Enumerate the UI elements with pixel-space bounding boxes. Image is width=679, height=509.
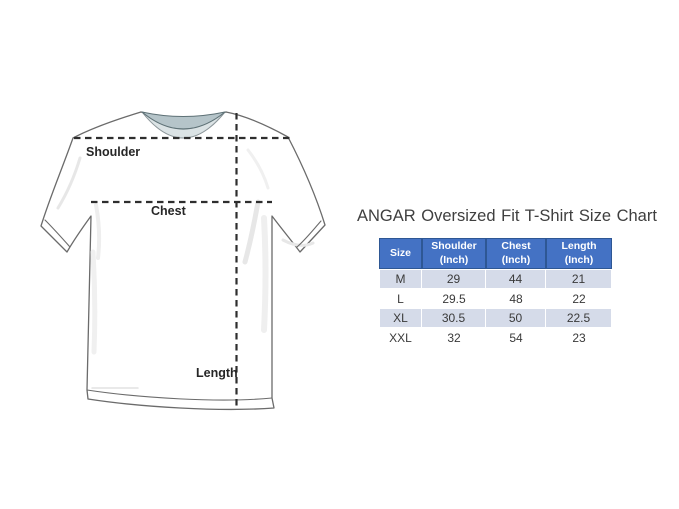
cell-shoulder: 29.5 — [422, 288, 486, 309]
cell-chest: 50 — [486, 308, 546, 329]
cell-shoulder: 29 — [422, 269, 486, 289]
tshirt-outline — [40, 111, 326, 411]
size-chart-table: Size Shoulder (Inch) Chest (Inch) Length… — [379, 238, 612, 348]
crease-right-shoulder — [246, 148, 270, 190]
cell-chest: 44 — [486, 269, 546, 289]
cell-size: XL — [379, 308, 422, 329]
cell-size: M — [379, 269, 422, 289]
cell-length: 22.5 — [546, 308, 612, 329]
header-cell-length: Length (Inch) — [546, 238, 612, 269]
shoulder-label: Shoulder — [86, 145, 140, 159]
header-unit: (Inch) — [439, 253, 469, 266]
header-label: Shoulder — [431, 240, 477, 253]
crease-left-underarm — [94, 203, 102, 260]
length-label: Length — [196, 366, 238, 380]
cell-length: 22 — [546, 288, 612, 309]
crease-right-body — [261, 215, 269, 333]
chest-label: Chest — [151, 204, 187, 218]
header-cell-size: Size — [379, 238, 422, 269]
cell-length: 21 — [546, 269, 612, 289]
cell-chest: 54 — [486, 328, 546, 348]
cell-size: XXL — [379, 328, 422, 348]
cell-chest: 48 — [486, 288, 546, 309]
header-cell-shoulder: Shoulder (Inch) — [422, 238, 486, 269]
collar-rib-band — [141, 111, 226, 130]
crease-right-underarm — [242, 199, 261, 265]
header-label: Size — [389, 246, 411, 259]
header-label: Chest — [501, 240, 531, 253]
cell-shoulder: 30.5 — [422, 308, 486, 329]
crease-left-body — [90, 249, 98, 355]
right-cuff-line — [296, 220, 322, 248]
left-cuff-line — [44, 219, 71, 248]
header-unit: (Inch) — [564, 253, 594, 266]
header-unit: (Inch) — [501, 253, 531, 266]
crease-left-sleeve — [56, 156, 82, 210]
header-label: Length — [561, 240, 597, 253]
cell-size: L — [379, 288, 422, 309]
size-chart-title: ANGAR Oversized Fit T-Shirt Size Chart — [357, 207, 657, 225]
hem-top-line — [86, 389, 273, 401]
cell-length: 23 — [546, 328, 612, 348]
header-cell-chest: Chest (Inch) — [486, 238, 546, 269]
cell-shoulder: 32 — [422, 328, 486, 348]
